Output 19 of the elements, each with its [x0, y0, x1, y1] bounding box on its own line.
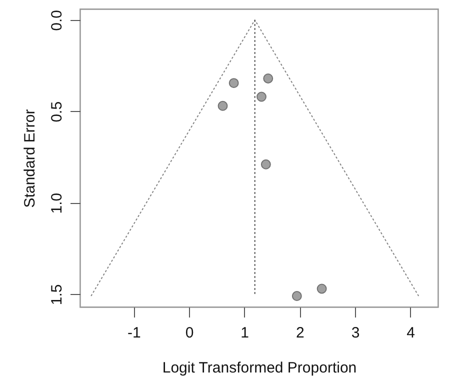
- y-tick-label: 1.0: [48, 192, 66, 214]
- x-tick-label: -1: [128, 324, 141, 342]
- x-tick-label: 3: [351, 324, 360, 342]
- x-tick-label: 4: [406, 324, 416, 342]
- point: [263, 74, 274, 84]
- x-tick-label: 0: [185, 324, 194, 342]
- y-tick-label: 1.5: [48, 284, 66, 306]
- x-tick-label: 2: [296, 324, 304, 342]
- point: [218, 100, 228, 111]
- point: [260, 159, 271, 170]
- point: [316, 284, 327, 294]
- point: [292, 291, 302, 301]
- y-axis-title: Standard Error: [22, 109, 38, 208]
- point: [228, 78, 239, 88]
- x-tick-label: 1: [240, 324, 250, 342]
- x-axis-title: Logit Transformed Proportion: [162, 360, 357, 376]
- y-tick-label: 0.5: [48, 101, 66, 122]
- y-tick-label: 0.0: [48, 10, 66, 31]
- point: [256, 92, 266, 102]
